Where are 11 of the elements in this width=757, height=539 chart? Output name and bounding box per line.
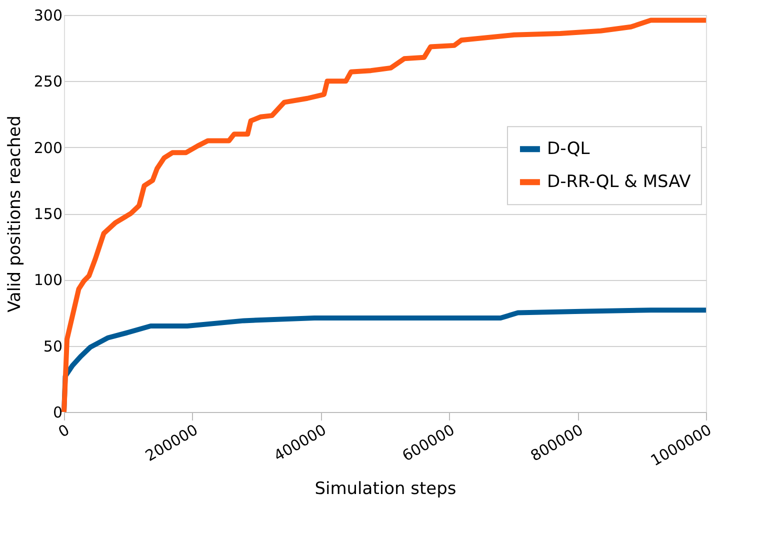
y-tick-label: 200 [34, 138, 62, 157]
x-axis-title: Simulation steps [314, 478, 456, 499]
y-tick-label: 100 [34, 271, 62, 290]
y-tick-label: 0 [52, 404, 62, 422]
y-tick-label: 250 [34, 72, 62, 91]
legend-label: D-QL [546, 139, 590, 160]
y-axis-title: Valid positions reached [4, 116, 25, 312]
y-tick-label: 50 [43, 337, 62, 356]
y-tick-label: 300 [34, 6, 62, 24]
y-tick-label: 150 [34, 205, 62, 223]
legend-label: D-RR-QL & MSAV [546, 172, 692, 192]
